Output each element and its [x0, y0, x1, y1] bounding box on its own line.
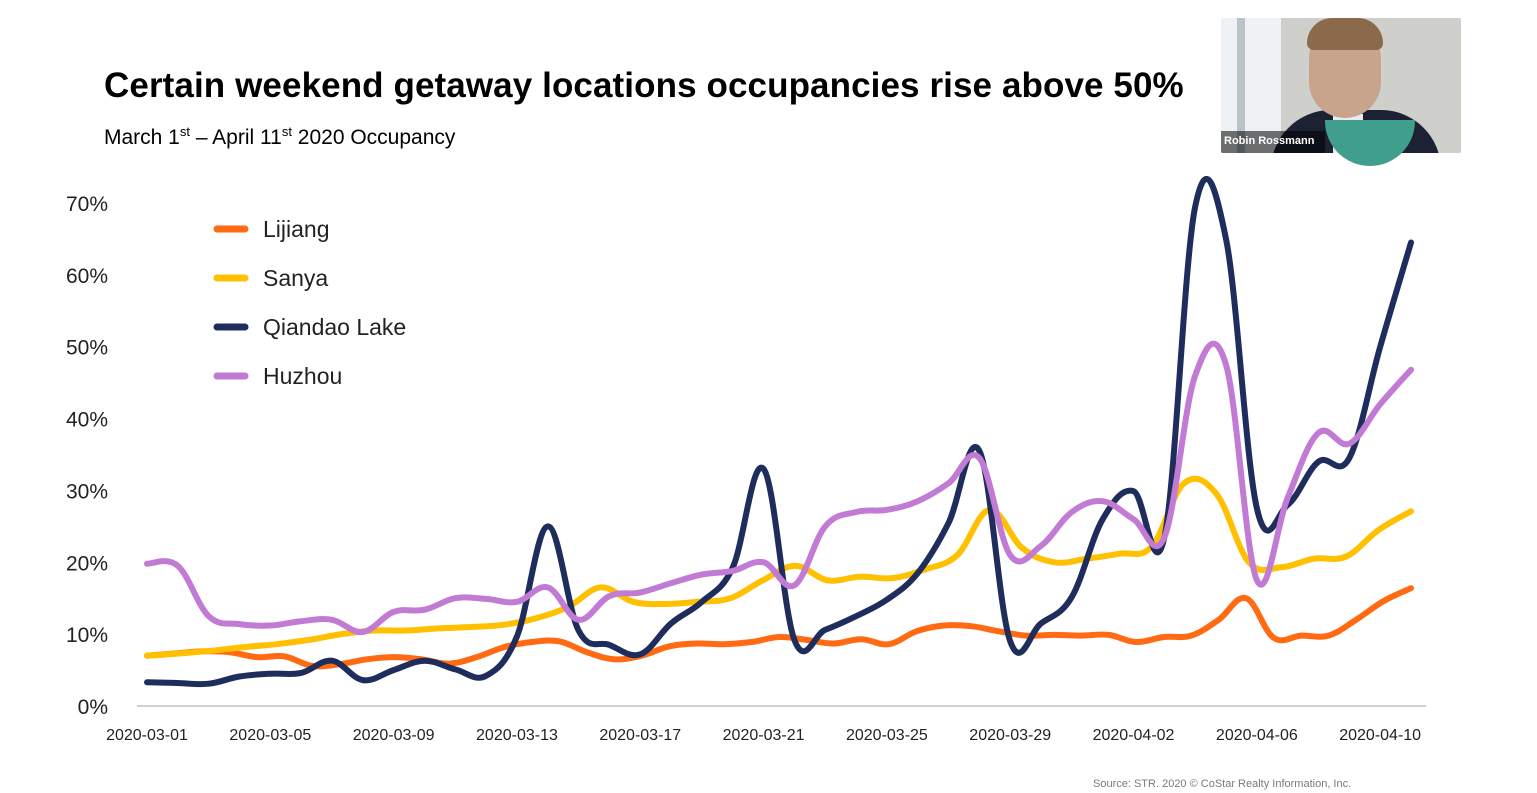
legend-label-sanya: Sanya: [263, 265, 328, 291]
x-tick-label: 2020-03-29: [969, 727, 1051, 744]
series-line-qiandao-lake: [144, 176, 1414, 688]
subtitle-part: 2020 Occupancy: [291, 126, 456, 149]
y-tick-label: 0%: [78, 696, 108, 719]
series-line-huzhou: [144, 340, 1414, 636]
y-tick-label: 20%: [66, 552, 108, 575]
subtitle-superscript: st: [179, 124, 190, 139]
x-tick-label: 2020-03-05: [229, 727, 311, 744]
y-tick-label: 10%: [66, 624, 108, 647]
chart-subtitle: March 1st – April 11st 2020 Occupancy: [104, 124, 455, 150]
legend-label-lijiang: Lijiang: [263, 216, 330, 242]
x-tick-label: 2020-03-25: [846, 727, 928, 744]
x-tick-label: 2020-04-02: [1093, 727, 1175, 744]
chart-title: Certain weekend getaway locations occupa…: [104, 66, 1184, 105]
x-tick-label: 2020-04-06: [1216, 727, 1298, 744]
y-tick-label: 50%: [66, 337, 108, 360]
x-tick-label: 2020-03-01: [106, 727, 188, 744]
x-tick-label: 2020-04-10: [1339, 727, 1421, 744]
source-note: Source: STR. 2020 © CoStar Realty Inform…: [1093, 778, 1352, 790]
y-tick-label: 40%: [66, 409, 108, 432]
x-tick-label: 2020-03-17: [599, 727, 681, 744]
participant-name: Robin Rossmann: [1224, 135, 1315, 147]
x-tick-label: 2020-03-13: [476, 727, 558, 744]
window-frame: [1237, 18, 1245, 153]
legend-label-qiandao-lake: Qiandao Lake: [263, 314, 406, 340]
legend-label-huzhou: Huzhou: [263, 363, 342, 389]
series-line-lijiang: [144, 585, 1414, 670]
y-tick-label: 60%: [66, 265, 108, 288]
subtitle-part: March 1: [104, 126, 180, 149]
window-background: [1221, 18, 1281, 153]
name-bar: [1221, 131, 1325, 153]
person-hair: [1307, 18, 1383, 50]
x-tick-label: 2020-03-21: [723, 727, 805, 744]
subtitle-part: – April 11: [189, 126, 282, 149]
y-tick-label: 30%: [66, 480, 108, 503]
x-tick-label: 2020-03-09: [353, 727, 435, 744]
y-tick-label: 70%: [66, 193, 108, 216]
subtitle-superscript: st: [281, 124, 292, 139]
